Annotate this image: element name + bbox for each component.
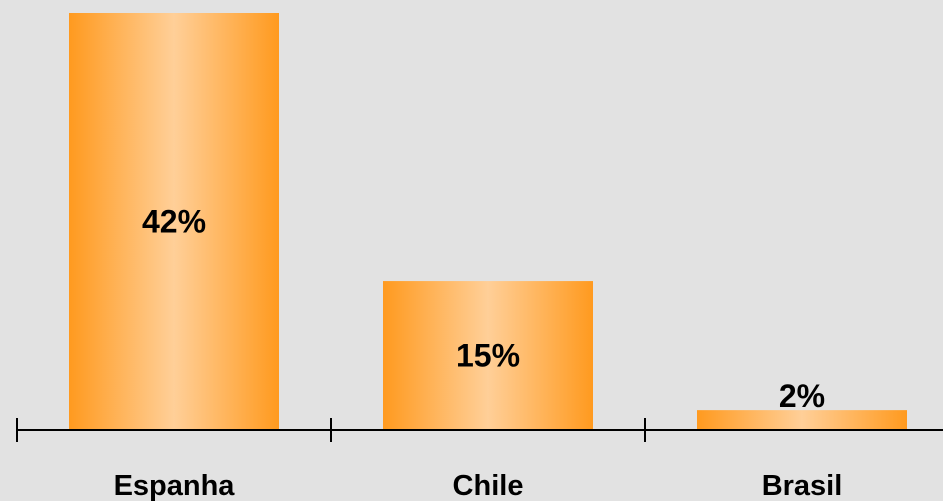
category-label-brasil: Brasil [762,470,843,501]
bar-chile [383,281,593,430]
category-label-chile: Chile [453,470,524,501]
bars-layer [69,13,907,430]
value-label-chile: 15% [456,338,520,374]
value-label-espanha: 42% [142,204,206,240]
bar-espanha [69,13,279,430]
x-axis [16,418,943,442]
value-label-brasil: 2% [779,378,825,414]
bar-brasil [697,410,907,430]
category-label-espanha: Espanha [114,470,236,501]
labels-layer: 42% Espanha 15% Chile 2% Brasil [114,204,843,501]
